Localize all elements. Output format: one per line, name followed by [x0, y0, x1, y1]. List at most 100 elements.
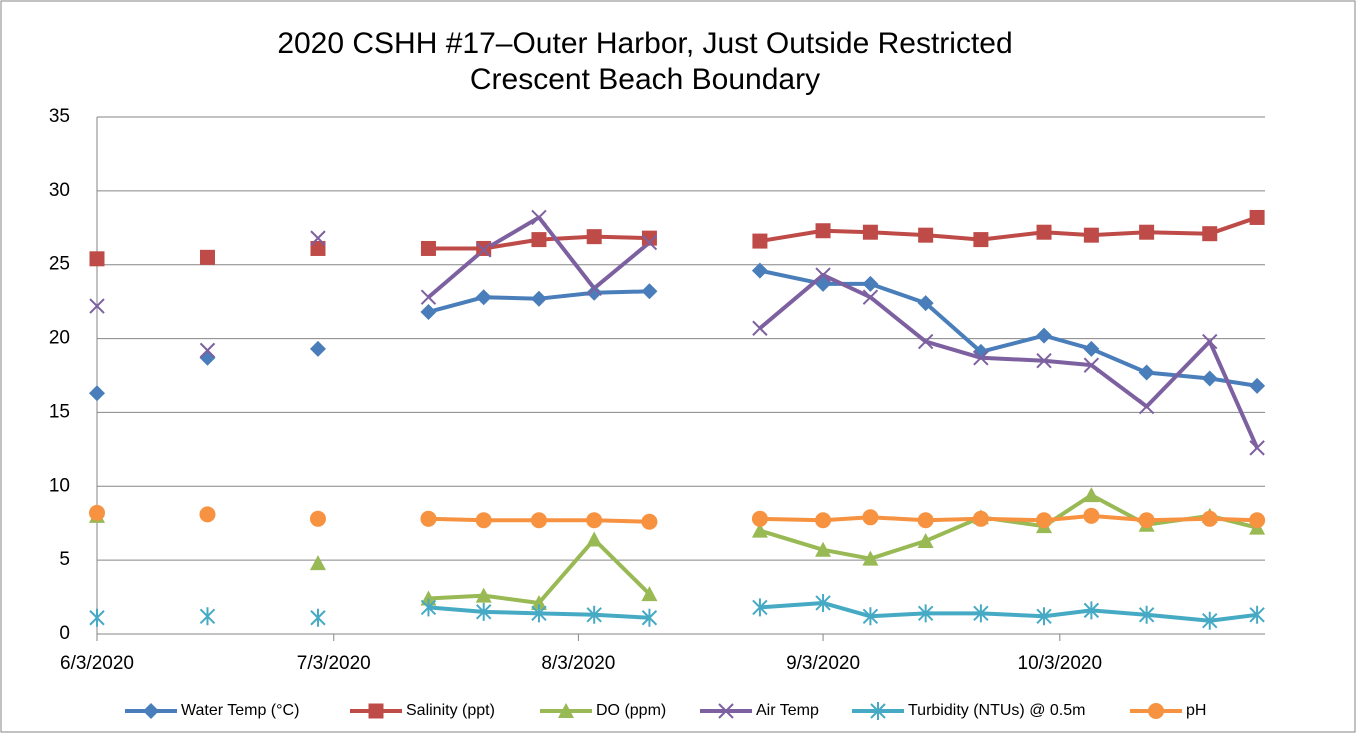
- marker-shape: [917, 512, 934, 529]
- data-point: [641, 230, 657, 246]
- marker-shape: [862, 607, 879, 626]
- marker-shape: [1138, 364, 1155, 381]
- marker-shape: [1201, 510, 1218, 527]
- data-point: [973, 604, 989, 623]
- data-point: [420, 289, 437, 305]
- data-point: [1083, 340, 1100, 357]
- data-point: [1202, 333, 1218, 350]
- data-point: [476, 240, 492, 256]
- marker-shape: [199, 342, 216, 359]
- marker-shape: [751, 262, 768, 279]
- data-point: [199, 249, 215, 265]
- marker-shape: [1083, 340, 1100, 357]
- marker-shape: [531, 232, 547, 248]
- marker-shape: [815, 267, 831, 283]
- marker-shape: [862, 289, 879, 305]
- data-point: [641, 586, 658, 602]
- marker-shape: [1083, 487, 1100, 503]
- data-point: [530, 290, 547, 307]
- marker-shape: [475, 289, 492, 306]
- data-point: [199, 607, 216, 626]
- marker-shape: [1138, 512, 1155, 529]
- marker-shape: [973, 604, 989, 623]
- marker-shape: [1249, 440, 1265, 456]
- marker-shape: [917, 604, 934, 623]
- marker-shape: [1201, 370, 1218, 387]
- data-point: [917, 333, 934, 350]
- marker-shape: [1139, 224, 1155, 240]
- marker-shape: [309, 510, 326, 527]
- data-point: [751, 522, 768, 538]
- legend-marker: [143, 703, 159, 719]
- marker-shape: [973, 350, 989, 366]
- data-point: [1138, 605, 1155, 624]
- data-point: [751, 510, 768, 527]
- data-point: [1138, 512, 1155, 529]
- x-tick-label: 9/3/2020: [786, 653, 860, 674]
- marker-shape: [972, 343, 989, 360]
- data-point: [531, 209, 547, 226]
- data-point: [751, 262, 768, 279]
- marker-shape: [1083, 357, 1100, 373]
- marker-shape: [475, 242, 492, 258]
- marker-shape: [420, 240, 436, 256]
- marker-shape: [917, 333, 934, 350]
- marker-shape: [815, 541, 832, 557]
- marker-shape: [89, 385, 105, 402]
- marker-shape: [973, 232, 989, 248]
- x-tick-label: 8/3/2020: [541, 653, 615, 674]
- data-point: [972, 343, 989, 360]
- data-point: [420, 590, 437, 606]
- marker-shape: [1036, 512, 1053, 529]
- marker-shape: [862, 224, 878, 240]
- marker-shape: [1202, 226, 1218, 242]
- marker-shape: [1249, 512, 1266, 529]
- marker-shape: [310, 608, 326, 627]
- marker-shape: [1036, 224, 1052, 240]
- marker-shape: [89, 608, 105, 627]
- marker-shape: [420, 598, 437, 617]
- marker-shape: [309, 340, 326, 357]
- marker-shape: [586, 229, 602, 245]
- data-point: [917, 295, 934, 312]
- data-point: [1202, 226, 1218, 242]
- marker-shape: [420, 510, 437, 527]
- data-point: [917, 604, 934, 623]
- data-point: [1201, 510, 1218, 527]
- marker-shape: [641, 230, 657, 246]
- data-point: [310, 230, 326, 246]
- marker-shape: [586, 280, 602, 297]
- data-point: [1202, 611, 1218, 630]
- marker-shape: [752, 320, 768, 336]
- marker-shape: [1036, 607, 1052, 626]
- data-point: [310, 240, 326, 256]
- marker-shape: [641, 513, 658, 530]
- marker-shape: [752, 233, 768, 249]
- marker-shape: [309, 555, 326, 571]
- data-point: [1139, 224, 1155, 240]
- data-point: [89, 385, 105, 402]
- marker-shape: [1083, 601, 1100, 620]
- marker-shape: [1036, 327, 1053, 344]
- marker-shape: [641, 586, 658, 602]
- data-point: [309, 340, 326, 357]
- legend-marker: [368, 703, 384, 719]
- data-point: [1249, 440, 1265, 456]
- marker-shape: [199, 506, 216, 523]
- data-point: [1036, 353, 1052, 369]
- data-point: [586, 229, 602, 245]
- data-point: [89, 298, 105, 314]
- data-point: [586, 284, 603, 301]
- data-point: [420, 510, 437, 527]
- data-point: [1083, 601, 1100, 620]
- data-point: [815, 512, 832, 529]
- marker-shape: [1202, 611, 1218, 630]
- y-tick-label: 25: [49, 254, 70, 275]
- data-point: [815, 541, 832, 557]
- data-point: [972, 510, 989, 527]
- marker-shape: [368, 703, 384, 719]
- marker-shape: [751, 522, 768, 538]
- marker-shape: [475, 587, 492, 603]
